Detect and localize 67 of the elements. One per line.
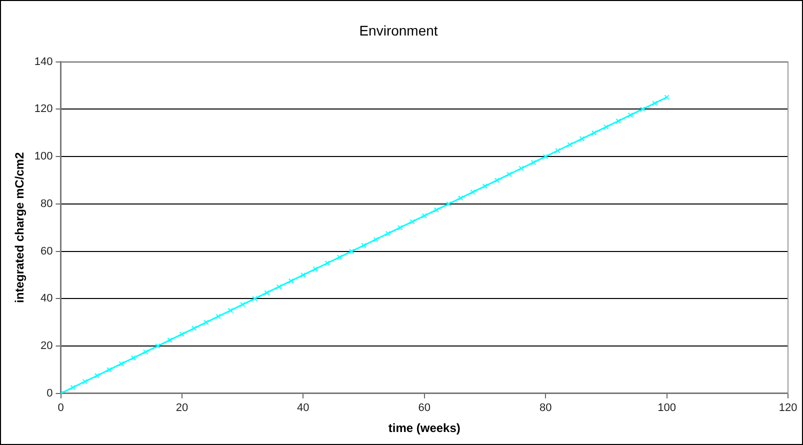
point xyxy=(70,384,76,390)
y-tick-label: 120 xyxy=(34,103,53,116)
point xyxy=(530,160,536,166)
point xyxy=(252,296,258,302)
point xyxy=(470,189,476,195)
point xyxy=(216,314,221,320)
point xyxy=(276,284,282,290)
point xyxy=(542,154,548,160)
x-tick-label: 40 xyxy=(297,402,310,414)
y-tick-label: 100 xyxy=(34,150,53,163)
chart-title: Environment xyxy=(359,22,438,38)
point xyxy=(142,349,148,355)
y-tick-label: 140 xyxy=(34,56,53,68)
point xyxy=(300,272,306,278)
point xyxy=(82,378,88,384)
point xyxy=(628,112,634,118)
point xyxy=(640,106,646,112)
point xyxy=(264,290,270,296)
x-tick-label: 120 xyxy=(778,402,798,414)
point xyxy=(494,178,500,183)
point xyxy=(616,118,621,124)
point xyxy=(591,130,597,136)
point xyxy=(204,320,209,325)
point xyxy=(361,242,366,248)
y-tick-label: 40 xyxy=(40,292,53,305)
point xyxy=(106,367,112,372)
y-tick-label: 20 xyxy=(40,340,53,352)
point xyxy=(518,166,524,172)
point xyxy=(385,230,391,236)
x-tick-label: 20 xyxy=(176,402,188,414)
x-tick-label: 0 xyxy=(58,402,64,414)
point xyxy=(434,207,440,212)
point xyxy=(555,148,560,154)
point xyxy=(349,248,354,254)
x-tick-label: 100 xyxy=(658,402,676,414)
point xyxy=(336,254,342,260)
point xyxy=(373,236,379,242)
point xyxy=(652,100,658,106)
point xyxy=(179,332,185,337)
point xyxy=(312,266,318,272)
point xyxy=(167,337,172,343)
point xyxy=(604,124,609,130)
point xyxy=(288,278,294,284)
x-axis-title: time (weeks) xyxy=(388,421,460,436)
point xyxy=(398,224,403,230)
y-tick-label: 60 xyxy=(40,245,53,258)
point xyxy=(155,343,160,349)
point xyxy=(240,302,246,308)
y-axis-title: integrated charge mC/cm2 xyxy=(12,152,27,303)
point xyxy=(506,172,512,177)
y-tick-label: 80 xyxy=(40,198,53,210)
x-tick-label: 60 xyxy=(418,402,430,414)
point xyxy=(446,201,452,207)
point xyxy=(410,219,415,224)
point xyxy=(422,213,427,218)
point xyxy=(458,195,464,201)
point xyxy=(94,373,100,378)
y-tick-label: 0 xyxy=(46,387,53,400)
x-tick-label: 80 xyxy=(539,402,552,414)
point xyxy=(228,308,234,314)
point xyxy=(567,142,572,148)
point xyxy=(579,136,585,142)
point xyxy=(118,361,124,366)
point xyxy=(482,184,488,189)
point xyxy=(130,355,136,360)
point xyxy=(324,260,330,266)
point xyxy=(191,326,197,331)
